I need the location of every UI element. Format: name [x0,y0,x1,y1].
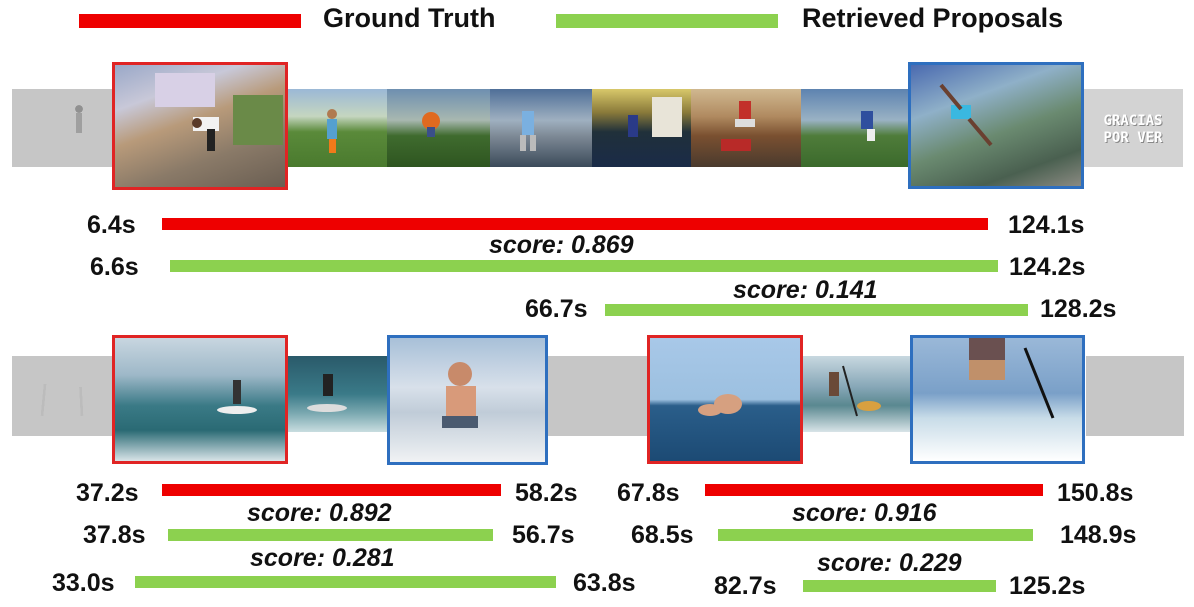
ex2-left-gt-end: 58.2s [515,479,578,507]
ex2-right-gt-start: 67.8s [617,479,680,507]
frame-3 [287,89,387,167]
ex2-left-gt-start: 37.2s [76,479,139,507]
ex1-gt-bar [162,218,988,230]
ex2-right-gt-end: 150.8s [1057,479,1134,507]
end-card-text: GRACIAS POR VER [1103,113,1163,146]
gt-start-frame [112,62,288,190]
ex2-left-p1-score: score: 0.892 [247,499,392,527]
ex2-right-p2-end: 125.2s [1009,572,1086,600]
frame-6 [592,89,691,167]
faded-start-frame [12,89,112,167]
proposal-frame-left [387,335,548,465]
ex1-p1-score: score: 0.869 [489,231,634,259]
ex2-left-p1-start: 37.8s [83,521,146,549]
frame-7 [691,89,801,167]
ex1-p1-start: 6.6s [90,253,139,281]
ex2-right-p2-bar [803,580,996,592]
ex2-right-p1-start: 68.5s [631,521,694,549]
ex1-p1-end: 124.2s [1009,253,1086,281]
ex1-p2-bar [605,304,1028,316]
ex2-right-p2-start: 82.7s [714,572,777,600]
ex2-left-p1-bar [168,529,493,541]
ex2-left-p2-score: score: 0.281 [250,544,395,572]
frame-8 [801,89,909,167]
ex2-right-p2-score: score: 0.229 [817,549,962,577]
frame-paddle-2 [803,356,911,432]
gt-start-frame-left [112,335,288,464]
person-figure-icon [75,105,83,133]
ex2-right-gt-bar [705,484,1043,496]
legend-ground-truth-label: Ground Truth [323,3,496,33]
gt-start-frame-right [647,335,803,464]
ex1-gt-end: 124.1s [1008,211,1085,239]
ex2-right-p1-end: 148.9s [1060,521,1137,549]
faded-beach-frame [12,356,112,436]
ex1-p1-bar [170,260,998,272]
ex2-left-gt-bar [162,484,501,496]
ex1-p2-start: 66.7s [525,295,588,323]
faded-woman-frame [548,356,648,436]
ex1-p2-end: 128.2s [1040,295,1117,323]
frame-4 [387,89,490,167]
ex2-left-p2-end: 63.8s [573,569,636,597]
ex2-right-p1-bar [718,529,1033,541]
faded-man-frame [1086,356,1184,436]
end-title-card: GRACIAS POR VER [1083,89,1183,167]
ex2-left-p2-start: 33.0s [52,569,115,597]
frame-5 [490,89,592,167]
proposal-frame-right [910,335,1085,464]
ex1-p2-score: score: 0.141 [733,276,878,304]
legend-retrieved-label: Retrieved Proposals [802,3,1064,33]
ex2-right-p1-score: score: 0.916 [792,499,937,527]
frame-surf-2 [287,356,388,432]
legend-proposal-swatch [556,14,778,28]
ex2-left-p2-bar [135,576,556,588]
ex1-gt-start: 6.4s [87,211,136,239]
proposal-end-frame [908,62,1084,189]
legend-ground-truth-swatch [79,14,301,28]
ex2-left-p1-end: 56.7s [512,521,575,549]
